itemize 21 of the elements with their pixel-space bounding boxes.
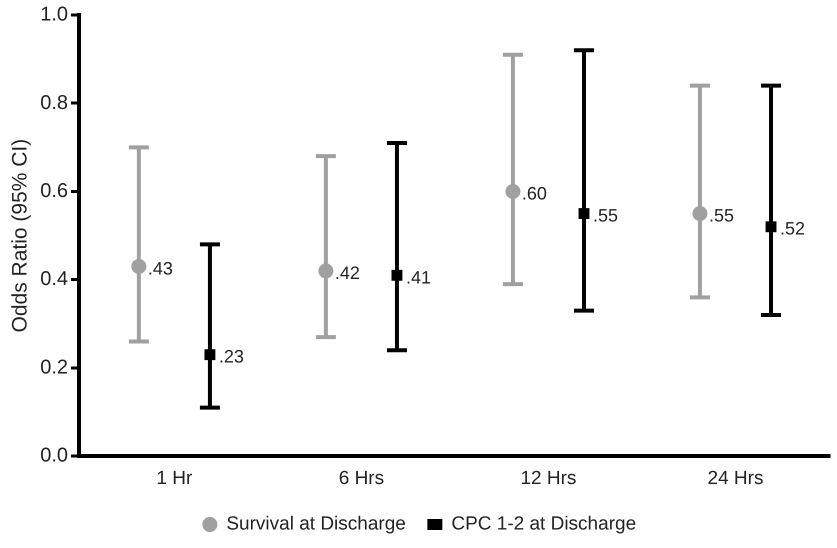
data-label: .60 <box>522 183 547 204</box>
y-tick-label: 1.0 <box>40 4 68 26</box>
data-label: .55 <box>708 206 734 226</box>
y-tick-label: 0.4 <box>40 268 68 290</box>
data-label: .43 <box>148 258 173 278</box>
y-tick-label: 0.6 <box>40 180 68 202</box>
data-label: .42 <box>334 262 360 283</box>
x-tick-label: 6 Hrs <box>338 468 384 489</box>
data-label: .52 <box>780 218 806 239</box>
x-tick-label: 1 Hr <box>156 468 194 489</box>
data-label: .55 <box>592 206 618 226</box>
legend-label: Survival at Discharge <box>226 514 406 535</box>
y-axis-title: Odds Ratio (95% CI) <box>8 138 32 332</box>
x-tick-label: 24 Hrs <box>708 468 764 489</box>
y-tick-label: 0.8 <box>40 92 68 114</box>
data-label: .41 <box>406 267 431 288</box>
x-tick-label: 12 Hrs <box>520 468 576 489</box>
y-tick-label: 0.2 <box>40 356 68 378</box>
legend-label: CPC 1-2 at Discharge <box>451 514 636 535</box>
y-tick-label: 0.0 <box>40 444 68 467</box>
data-label: .23 <box>218 346 244 367</box>
